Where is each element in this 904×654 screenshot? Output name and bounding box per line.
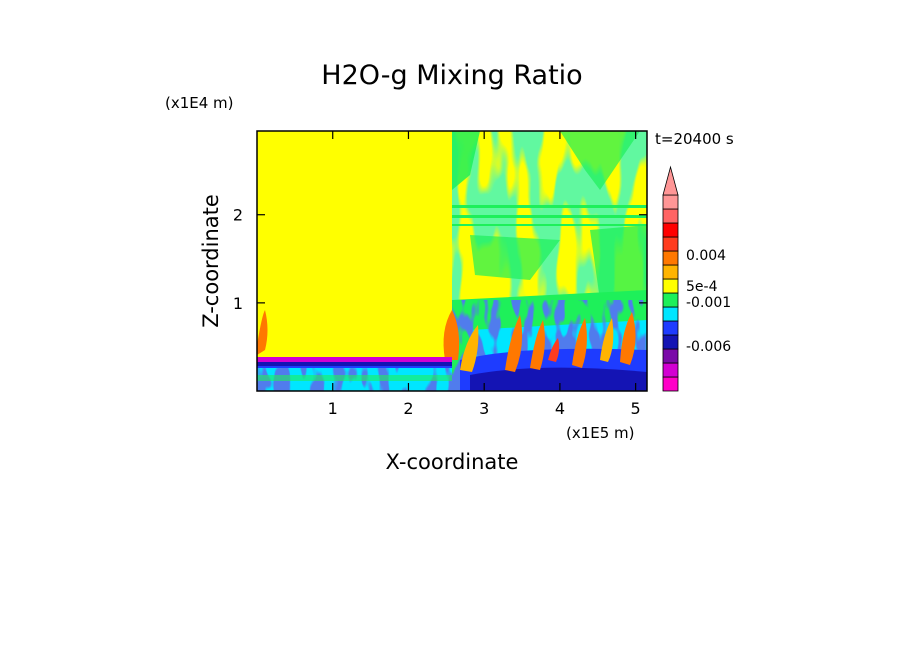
boundary-layer — [257, 310, 452, 391]
colorbar-swatch — [662, 348, 679, 364]
colorbar-swatch — [662, 292, 679, 308]
colorbar-label: 5e-4 — [686, 279, 718, 295]
colorbar-swatch — [662, 278, 679, 294]
y-scale-label: (x1E4 m) — [165, 94, 234, 112]
colorbar-label: 0.004 — [686, 248, 726, 264]
colorbar-swatch — [662, 264, 679, 280]
y-axis: 12 — [233, 206, 647, 313]
x-scale-label: (x1E5 m) — [566, 424, 635, 442]
x-tick-label: 4 — [555, 399, 565, 418]
x-tick-label: 5 — [631, 399, 641, 418]
colorbar-swatch — [662, 222, 679, 238]
colorbar-swatch — [662, 362, 679, 378]
colorbar-swatch — [662, 194, 679, 210]
colorbar-swatch — [662, 376, 679, 392]
heatmap-field — [257, 131, 647, 391]
chart-title: H2O-g Mixing Ratio — [321, 60, 582, 91]
time-label: t=20400 s — [655, 130, 734, 148]
x-tick-label: 3 — [479, 399, 489, 418]
y-axis-label: Z-coordinate — [199, 194, 223, 328]
colorbar-swatch — [662, 250, 679, 266]
colorbar-swatch — [662, 306, 679, 322]
y-tick-label: 1 — [233, 294, 243, 313]
x-tick-label: 1 — [328, 399, 338, 418]
colorbar-label: -0.006 — [686, 339, 731, 355]
plot-frame — [256, 130, 648, 392]
colorbar-swatch — [662, 208, 679, 224]
x-tick-label: 2 — [403, 399, 413, 418]
x-axis: 1 2 3 4 5 — [328, 131, 641, 418]
colorbar-extend-arrow — [662, 165, 679, 196]
colorbar-label: -0.001 — [686, 295, 731, 311]
x-axis-label: X-coordinate — [386, 450, 519, 474]
colorbar-swatch — [662, 236, 679, 252]
colorbar-swatch — [662, 320, 679, 336]
turbulent-region — [443, 131, 647, 391]
y-tick-label: 2 — [233, 206, 243, 225]
colorbar-swatch — [662, 334, 679, 350]
